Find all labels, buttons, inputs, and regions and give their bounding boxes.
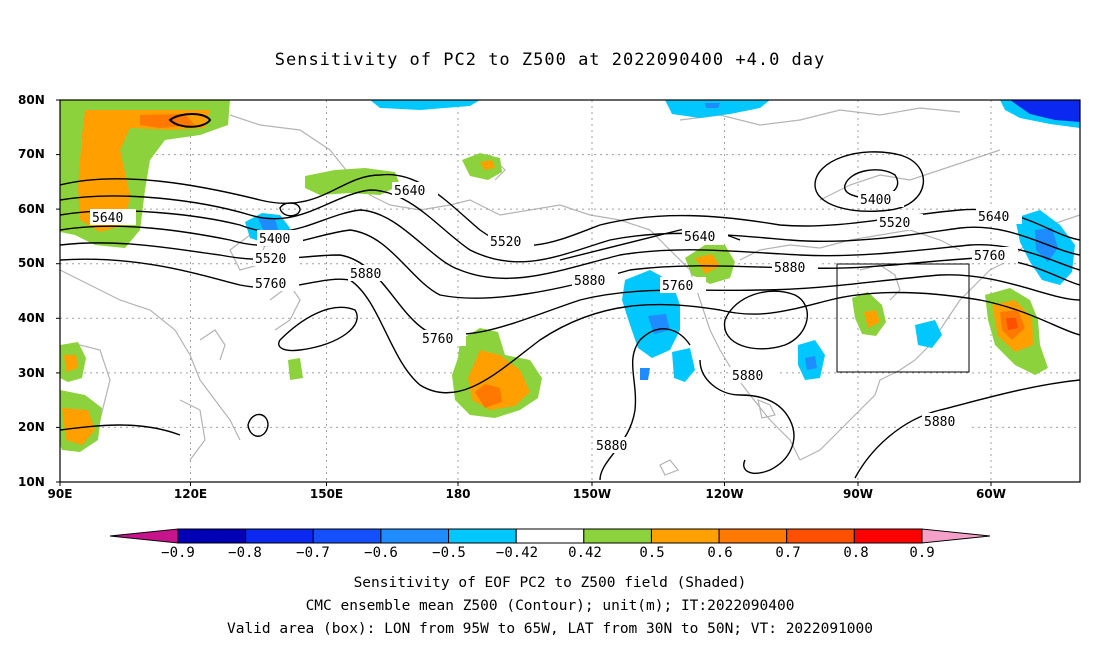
contour-label: 5880 (774, 261, 805, 276)
negative-region (915, 320, 942, 348)
axis-ticks (56, 99, 992, 486)
caption-shading: Sensitivity of EOF PC2 to Z500 field (Sh… (353, 575, 747, 591)
lat-label: 80N (18, 93, 45, 107)
lon-label: 150E (309, 487, 344, 501)
colorbar-swatch (786, 528, 855, 544)
colorbar-label: 0.5 (639, 545, 665, 561)
contour-label: 5880 (924, 415, 955, 430)
valid-area-box (836, 263, 970, 373)
lat-label: 60N (18, 202, 45, 216)
lon-label: 120W (705, 487, 744, 501)
colorbar-swatch (380, 528, 450, 544)
colorbar-swatch (448, 528, 517, 544)
colorbar-label: 0.9 (909, 545, 935, 561)
colorbar-under-triangle (109, 528, 179, 544)
contour-label: 5520 (879, 216, 910, 231)
lon-label: 90W (843, 487, 873, 501)
colorbar-over-triangle (921, 528, 991, 544)
positive-region (475, 384, 502, 408)
negative-region (805, 356, 817, 370)
contour-label: 5520 (490, 235, 521, 250)
colorbar-label: −0.9 (161, 545, 195, 561)
contour-labels: 5640 5400 5520 5760 5880 5640 5880 5760 … (90, 182, 1022, 454)
lon-label: 60W (976, 487, 1006, 501)
negative-region (705, 103, 720, 108)
map-frame (59, 99, 1081, 483)
colorbar-label: −0.42 (495, 545, 539, 561)
positive-region (695, 254, 720, 274)
contour-label: 5880 (350, 267, 381, 282)
negative-region (640, 368, 650, 380)
colorbar-swatch (583, 528, 652, 544)
lat-label: 40N (18, 311, 45, 325)
lat-label: 70N (18, 147, 45, 161)
contour-label: 5880 (574, 274, 605, 289)
colorbar-label: 0.8 (843, 545, 869, 561)
contour-label: 5760 (974, 249, 1005, 264)
colorbar (109, 528, 991, 544)
colorbar-swatch (650, 528, 720, 544)
colorbar-label: −0.5 (432, 545, 466, 561)
map-title: Sensitivity of PC2 to Z500 at 2022090400… (274, 50, 826, 70)
contour-label: 5760 (662, 279, 693, 294)
colorbar-swatch (718, 528, 788, 544)
colorbar-label: 0.42 (568, 545, 602, 561)
lat-label: 20N (18, 420, 45, 434)
colorbar-label: −0.7 (296, 545, 330, 561)
colorbar-label: 0.6 (707, 545, 733, 561)
positive-region (462, 153, 502, 180)
positive-region (140, 114, 195, 128)
colorbar-label: −0.8 (228, 545, 262, 561)
colorbar-label: −0.6 (364, 545, 398, 561)
lon-label: 180 (445, 487, 471, 501)
contour-label: 5880 (732, 369, 763, 384)
contour-label: 5640 (92, 211, 123, 226)
colorbar-swatch (515, 528, 585, 544)
contour-label: 5400 (860, 193, 891, 208)
colorbar-label: 0.7 (775, 545, 801, 561)
positive-region (480, 160, 495, 170)
contour-label: 5880 (596, 439, 627, 454)
lat-label: 50N (18, 256, 45, 270)
contour-label: 5760 (422, 332, 453, 347)
lon-label: 90E (47, 487, 73, 501)
grid-lines (60, 100, 1080, 482)
negative-region (370, 100, 480, 110)
caption-valid-area: Valid area (box): LON from 95W to 65W, L… (226, 621, 873, 637)
lon-label: 120E (173, 487, 208, 501)
positive-region (64, 355, 78, 372)
contour-label: 5640 (684, 230, 715, 245)
positive-region (864, 310, 880, 328)
contour-label: 5760 (255, 277, 286, 292)
negative-region (665, 100, 770, 118)
colorbar-swatch (245, 528, 314, 544)
positive-region (288, 358, 303, 380)
lat-label: 10N (18, 475, 45, 489)
colorbar-swatch (312, 528, 382, 544)
positive-region (78, 110, 210, 232)
contour-label: 5640 (978, 210, 1009, 225)
colorbar-swatch (177, 528, 247, 544)
negative-region (672, 348, 695, 382)
contour-label: 5640 (394, 184, 425, 199)
contour-label: 5400 (259, 232, 290, 247)
positive-region (1006, 318, 1018, 330)
lon-label: 150W (572, 487, 612, 501)
lat-label: 30N (18, 366, 45, 380)
contour-label: 5520 (255, 252, 286, 267)
negative-region (1010, 100, 1080, 122)
caption-contour: CMC ensemble mean Z500 (Contour); unit(m… (305, 598, 795, 614)
colorbar-swatch (853, 528, 923, 544)
positive-region (62, 408, 95, 445)
